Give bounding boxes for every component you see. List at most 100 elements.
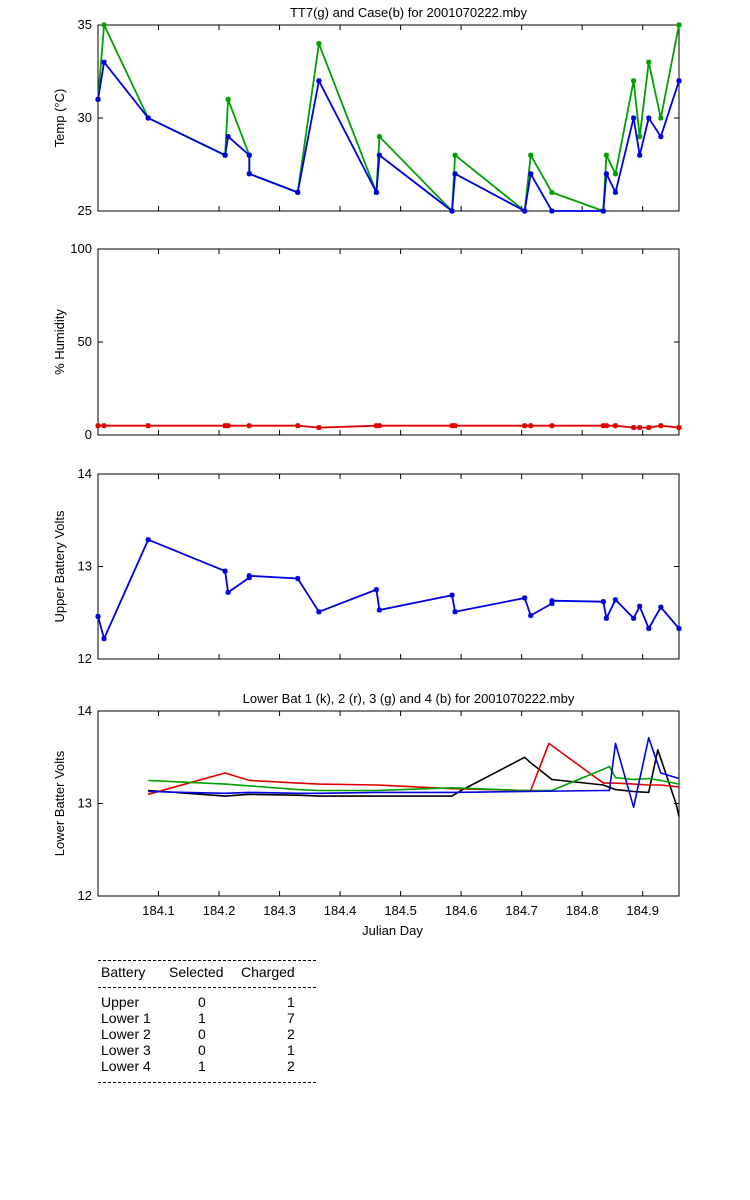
data-point-marker	[603, 152, 609, 158]
y-tick-label: 12	[78, 888, 92, 903]
data-point-marker	[637, 134, 643, 140]
y-axis-label: % Humidity	[52, 309, 67, 375]
plot-frame	[97, 248, 680, 436]
data-point-marker	[528, 423, 534, 429]
y-axis-label: Lower Batter Volts	[52, 750, 67, 856]
data-point-marker	[295, 189, 301, 195]
data-point-marker	[376, 134, 383, 140]
data-point-marker	[452, 423, 458, 429]
data-point-marker	[549, 208, 555, 214]
series-line-lower-3	[148, 765, 680, 792]
plot-frame	[97, 473, 680, 660]
data-point-marker	[637, 603, 643, 609]
data-point-marker	[316, 609, 322, 615]
selected-cell: 0	[198, 1026, 206, 1042]
data-point-marker	[225, 134, 231, 140]
header-battery: Battery	[101, 964, 146, 980]
data-point-marker	[101, 423, 107, 429]
data-point-marker	[295, 423, 301, 429]
y-tick-label: 13	[78, 559, 92, 574]
table-row: Lower 2 0 2	[101, 1026, 318, 1042]
data-point-marker	[637, 424, 643, 431]
data-point-marker	[637, 152, 643, 158]
data-point-marker	[603, 615, 609, 621]
x-tick-label: 184.3	[263, 903, 296, 918]
data-point-marker	[528, 171, 534, 177]
data-point-marker	[658, 604, 664, 610]
x-tick-label: 184.2	[203, 903, 236, 918]
data-point-marker	[549, 423, 555, 429]
plot-frame	[97, 24, 680, 212]
header-charged: Charged	[241, 964, 295, 980]
data-point-marker	[528, 612, 534, 619]
selected-cell: 1	[198, 1010, 206, 1026]
battery-cell: Lower 2	[101, 1026, 151, 1042]
data-point-marker	[376, 152, 383, 158]
y-tick-label: 14	[78, 466, 92, 481]
battery-cell: Upper	[101, 994, 140, 1010]
data-point-marker	[95, 613, 101, 620]
data-point-marker	[225, 96, 231, 102]
data-point-marker	[145, 537, 151, 543]
y-tick-label: 100	[70, 241, 92, 256]
data-point-marker	[452, 609, 458, 615]
data-point-marker	[95, 96, 101, 102]
x-tick-label: 184.9	[626, 903, 659, 918]
x-tick-label: 184.4	[324, 903, 357, 918]
data-point-marker	[316, 424, 322, 431]
table-row: Lower 4 1 2	[101, 1058, 318, 1074]
data-point-marker	[646, 115, 652, 121]
series-line-humidity	[98, 424, 680, 429]
data-point-marker	[549, 598, 555, 604]
data-point-marker	[449, 592, 455, 598]
data-point-marker	[373, 189, 379, 195]
series-line-upper	[97, 538, 680, 640]
data-point-marker	[676, 22, 682, 28]
y-tick-label: 13	[78, 796, 92, 811]
charged-cell: 1	[287, 1042, 295, 1058]
plot-frame	[97, 710, 680, 897]
data-point-marker	[658, 423, 664, 429]
data-point-marker	[676, 424, 682, 431]
data-point-marker	[658, 134, 664, 140]
table-top-rule	[98, 960, 316, 961]
data-point-marker	[646, 424, 652, 431]
data-point-marker	[101, 22, 107, 28]
data-point-marker	[658, 115, 664, 121]
data-point-marker	[145, 115, 151, 121]
table-row: Lower 1 1 7	[101, 1010, 318, 1026]
y-tick-label: 25	[78, 203, 92, 218]
data-point-marker	[295, 575, 301, 582]
data-point-marker	[101, 636, 107, 642]
data-point-marker	[246, 152, 252, 158]
data-point-marker	[549, 189, 555, 195]
data-point-marker	[522, 208, 528, 214]
data-point-marker	[600, 208, 606, 214]
y-axis-label: Temp (°C)	[52, 89, 67, 148]
data-point-marker	[676, 78, 682, 84]
data-point-marker	[612, 597, 619, 603]
table-row: Lower 3 0 1	[101, 1042, 318, 1058]
data-point-marker	[646, 59, 652, 65]
data-point-marker	[452, 152, 458, 158]
data-point-marker	[646, 625, 652, 632]
table-header-row: Battery Selected Charged	[98, 961, 318, 987]
selected-cell: 1	[198, 1058, 206, 1074]
data-point-marker	[222, 568, 228, 574]
table-header-rule	[98, 987, 316, 988]
data-point-marker	[522, 595, 528, 601]
data-point-marker	[612, 189, 619, 195]
y-tick-label: 0	[85, 427, 92, 442]
data-point-marker	[631, 615, 637, 621]
data-point-marker	[222, 423, 228, 429]
data-point-marker	[316, 78, 322, 84]
data-point-marker	[376, 423, 383, 429]
y-tick-label: 35	[78, 17, 92, 32]
data-point-marker	[600, 599, 606, 605]
data-point-marker	[225, 423, 231, 429]
charged-cell: 2	[287, 1026, 295, 1042]
data-point-marker	[449, 208, 455, 214]
table-row: Upper 0 1	[101, 994, 318, 1010]
chart-title: Lower Bat 1 (k), 2 (r), 3 (g) and 4 (b) …	[243, 691, 575, 706]
header-selected: Selected	[169, 964, 224, 980]
